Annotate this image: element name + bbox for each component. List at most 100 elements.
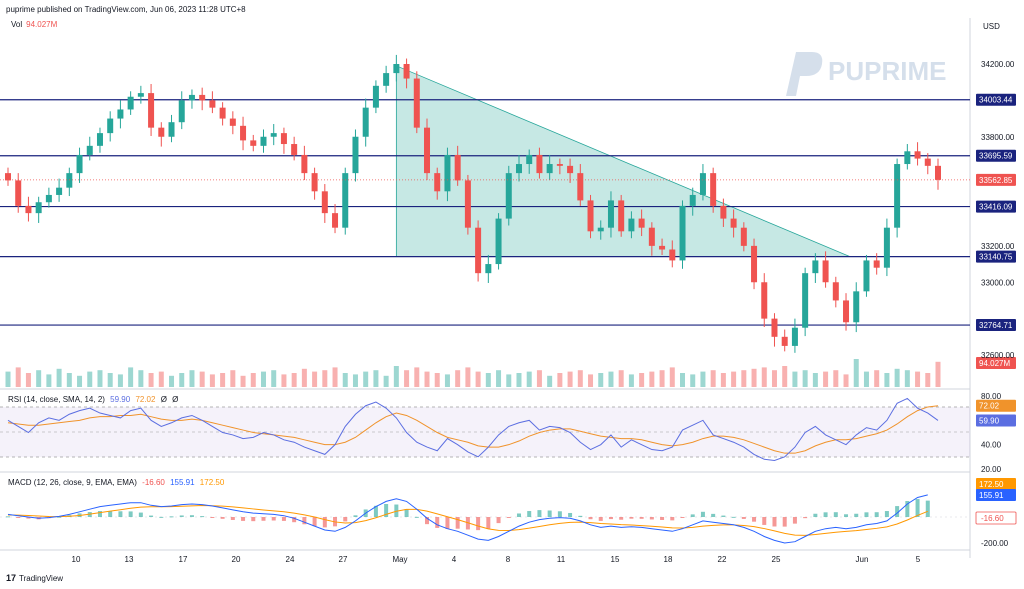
tradingview-logo-icon: 17 [6,573,17,583]
candle-body [904,151,911,165]
currency-label: USD [983,22,1000,31]
candle-body [117,109,124,119]
candle-body [178,100,185,123]
candle-body [751,245,758,283]
candle-body [812,260,819,274]
rsi-ma-tag-label: 72.02 [979,402,1000,411]
candle-body [352,136,359,174]
volume-bar [179,373,185,387]
macd-hist-bar [649,517,654,520]
price-tick-label: 34200.00 [981,60,1015,69]
price-axis: 34200.00 33800.00 33200.00 33000.00 32600.00 [981,60,1015,360]
last-price-label: 33562.85 [979,176,1013,185]
macd-hist-bar [823,512,828,517]
candle-body [526,154,533,165]
candle-body [383,73,390,86]
macd-hist-bar [833,512,838,517]
volume-bar [567,371,573,387]
candle-body [740,227,747,246]
macd-hist-bar [516,513,521,517]
macd-hist-bar [782,517,787,527]
macd-hist-bar [149,515,154,517]
tradingview-brand: TradingView [19,573,64,583]
macd-hist-bar [312,517,317,527]
volume-bar [77,375,83,387]
macd-hist-bar [404,509,409,517]
candle-body [730,218,737,228]
volume-bar [628,374,634,387]
volume-bar [547,375,553,387]
time-tick-label: 17 [179,555,188,564]
volume-bar [771,370,777,387]
volume-bar [414,367,420,387]
volume-bars: 94.027M [5,357,1016,387]
time-tick-label: 13 [125,555,134,564]
volume-bar [496,370,502,387]
volume-bar [639,373,645,387]
candle-body [475,227,482,274]
volume-bar [475,371,481,387]
candle-body [372,85,379,108]
level-label-3: 33140.75 [979,253,1013,262]
rsi-lines [7,397,939,461]
macd-hist-bar [721,515,726,517]
candle-body [638,218,645,228]
time-tick-label: 4 [452,555,457,564]
macd-hist-bar [690,514,695,517]
candle-body [250,140,257,146]
macd-hist-bar [425,517,430,525]
macd-hist-bar [128,511,133,517]
candle-body [280,133,287,145]
macd-hist-bar [230,517,235,520]
macd-hist-bar [445,517,450,529]
candle-body [648,227,655,246]
candle-body [45,194,52,203]
candle-body [597,227,604,232]
rsi-value-tag-label: 59.90 [979,416,1000,425]
macd-hist-bar [874,512,879,517]
macd-hist-bar [578,515,583,517]
candle-body [137,93,144,97]
candle-body [219,107,226,119]
price-tick-label: 33000.00 [981,278,1015,287]
macd-hist-bar [486,517,491,529]
macd-line [7,494,928,544]
macd-hist-bar [680,517,685,518]
volume-bar [5,371,11,387]
candle-body [832,282,839,301]
volume-bar [128,367,134,387]
macd-hist-bar [629,517,634,519]
volume-bar [536,370,542,387]
macd-hist-value: -16.60 [142,478,165,487]
puprime-watermark: PUPRIME [786,52,946,96]
volume-bar [608,371,614,387]
candle-body [464,180,471,228]
macd-hist-bar [97,511,102,517]
macd-lines [6,494,930,544]
candle-body [362,107,369,137]
volume-bar [598,373,604,387]
candle-body [413,78,420,128]
macd-signal-value: 172.50 [199,478,225,487]
macd-hist-bar [925,500,930,517]
time-tick-label: 10 [72,555,81,564]
volume-bar [802,370,808,387]
macd-hist-bar [527,511,532,517]
volume-bar [792,371,798,387]
candle-body [393,64,400,74]
volume-bar [230,370,236,387]
level-label-0: 34003.44 [979,96,1013,105]
candle-body [434,173,441,192]
macd-hist-bar [210,517,215,518]
rsi-value: 59.90 [110,395,131,404]
volume-bar [935,361,941,387]
volume-bar [169,375,175,387]
volume-bar [588,374,594,387]
volume-label: Vol [11,20,23,29]
volume-bar [220,373,226,387]
macd-hist-bar [588,517,593,520]
macd-hist-bar [394,504,399,517]
volume-bar [823,371,829,387]
macd-tick-label: -200.00 [981,539,1009,548]
